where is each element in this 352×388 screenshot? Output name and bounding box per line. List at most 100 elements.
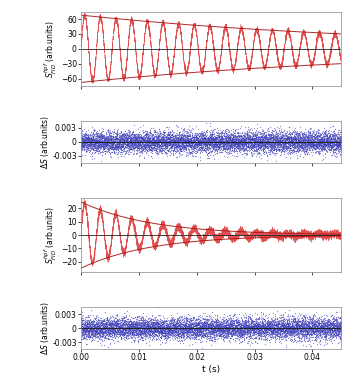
Point [282,327,288,333]
Point [318,145,323,151]
Point [172,133,177,139]
Point [139,329,145,336]
Point [228,142,234,149]
Point [318,141,324,147]
Point [218,147,223,153]
Point [159,328,165,334]
Point [120,313,126,319]
Point [150,330,156,336]
Point [173,134,179,140]
Point [165,135,171,141]
Point [333,331,338,337]
Point [304,142,309,148]
Point [235,327,241,333]
Point [321,327,327,334]
Point [133,324,139,331]
Point [107,150,113,156]
Point [250,139,256,145]
Point [310,322,316,328]
Point [231,145,236,151]
Point [90,140,96,147]
Point [131,142,137,148]
Point [224,325,230,331]
Point [135,338,141,344]
Point [110,314,116,320]
Point [242,326,248,332]
Point [208,324,213,331]
Point [322,142,327,148]
Point [103,315,109,321]
Point [234,153,240,159]
Point [215,134,221,140]
Point [317,136,323,142]
Point [256,314,262,320]
Point [137,326,143,332]
Point [284,134,290,140]
Point [270,133,276,140]
Point [222,141,228,147]
Point [188,317,194,323]
Point [325,324,330,330]
Point [256,323,261,329]
Point [103,322,109,328]
Point [102,324,107,330]
Point [255,133,261,139]
Point [242,325,247,331]
Point [306,326,312,333]
Point [238,324,244,330]
Point [95,327,100,334]
Point [181,322,187,328]
Point [337,328,342,334]
Point [198,133,204,139]
Point [165,324,170,331]
Point [324,323,330,329]
Point [271,321,277,327]
Point [206,138,212,144]
Point [216,146,222,152]
Point [273,138,278,144]
Point [285,328,291,334]
Point [244,143,249,149]
Point [245,135,251,141]
Point [219,135,224,142]
Point [145,132,150,138]
Point [209,147,215,153]
Point [159,134,164,140]
Point [186,133,191,139]
Point [232,126,237,133]
Point [97,330,102,336]
Point [260,140,266,146]
Point [124,322,130,328]
Point [247,134,253,140]
Point [266,321,272,327]
Point [81,143,87,149]
Point [245,328,251,334]
Point [252,132,258,138]
Point [327,326,332,332]
Point [191,134,197,140]
Point [106,320,112,327]
Point [251,330,257,336]
Point [297,325,303,331]
Point [105,335,111,341]
Point [265,321,271,327]
Point [211,336,216,342]
Point [203,333,208,340]
Point [113,320,119,327]
Point [331,148,337,154]
Point [318,322,324,328]
Point [133,326,138,332]
Point [316,322,322,329]
Point [125,325,131,331]
Point [96,322,102,328]
Point [180,144,186,150]
Point [244,319,250,325]
Point [206,337,212,343]
Point [131,323,137,329]
Point [243,324,249,330]
Point [128,326,133,332]
Point [276,135,282,141]
Point [145,134,151,140]
Point [258,144,264,150]
Point [297,139,303,145]
